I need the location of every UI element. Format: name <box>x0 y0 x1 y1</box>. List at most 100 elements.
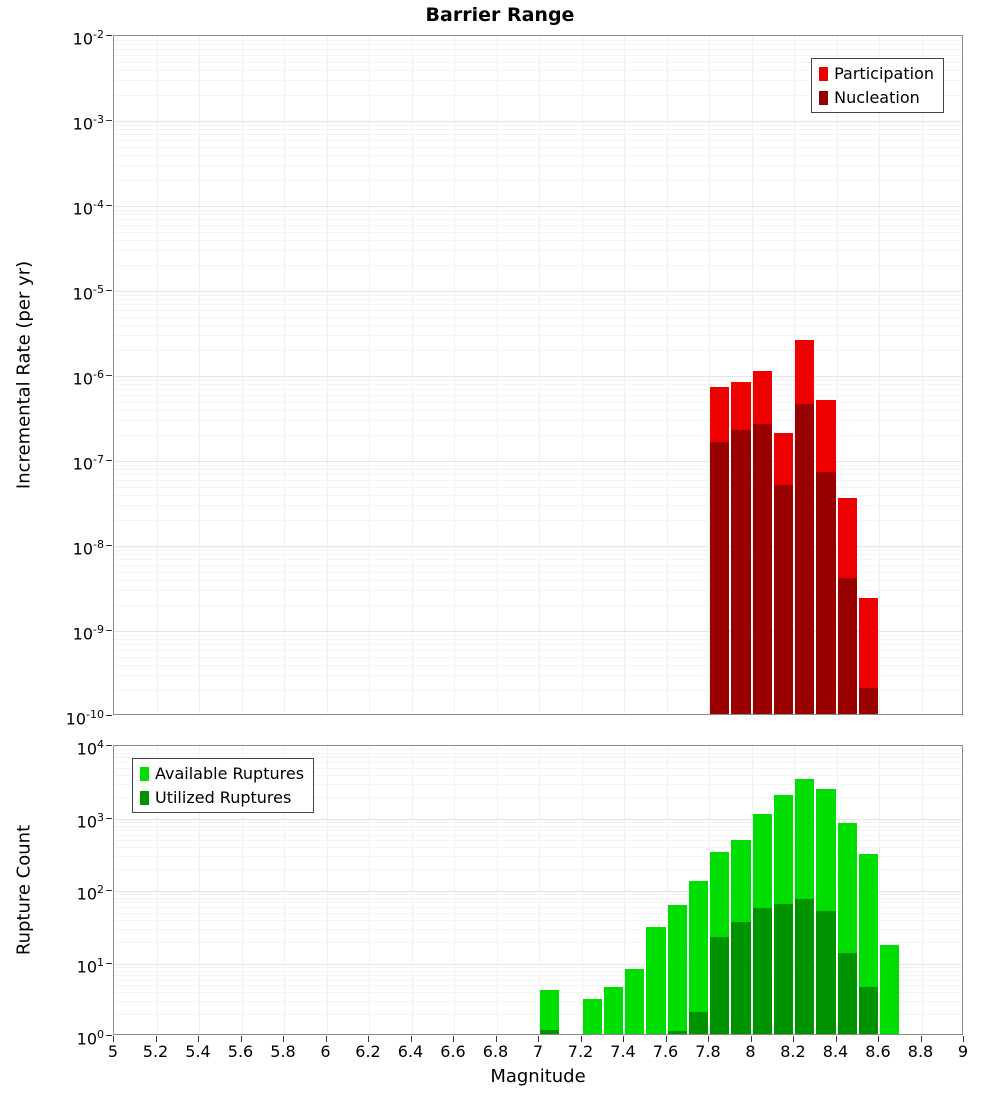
available-ruptures-bar <box>540 990 560 1034</box>
gridline-minor <box>114 80 962 82</box>
gridline-vertical <box>496 746 498 1034</box>
utilized-ruptures-swatch-icon <box>140 790 149 805</box>
utilized-ruptures-bar <box>795 899 815 1034</box>
utilized-ruptures-bar <box>667 1031 687 1034</box>
rate-y-axis-label: Incremental Rate (per yr) <box>13 260 35 490</box>
y-tick-label: 10-9 <box>72 623 104 644</box>
gridline-minor <box>114 856 962 858</box>
gridline-minor <box>114 1014 962 1016</box>
gridline-vertical <box>836 746 838 1034</box>
gridline-minor <box>114 894 962 896</box>
gridline-minor <box>114 1001 962 1003</box>
x-tick-mark <box>198 1036 199 1042</box>
x-tick-label: 6.8 <box>482 1042 509 1061</box>
gridline-minor <box>114 304 962 306</box>
gridline-minor <box>114 941 962 943</box>
gridline-minor <box>114 644 962 646</box>
y-tick-mark <box>106 375 112 376</box>
gridline-minor <box>114 324 962 326</box>
x-tick-label: 6.4 <box>397 1042 424 1061</box>
x-tick-mark <box>368 1036 369 1042</box>
gridline-minor <box>114 825 962 827</box>
available-ruptures-bar <box>582 999 602 1034</box>
gridline-vertical <box>156 36 158 714</box>
participation-swatch-icon <box>819 66 829 81</box>
gridline-minor <box>114 690 962 692</box>
rate-legend: Participation Nucleation <box>811 58 944 113</box>
gridline-vertical <box>454 746 455 1034</box>
y-tick-label: 100 <box>76 1028 104 1049</box>
x-tick-label: 6.6 <box>440 1042 466 1061</box>
nucleation-bar <box>752 423 772 714</box>
y-tick-mark <box>106 205 112 206</box>
gridline-minor <box>114 139 962 141</box>
y-tick-mark <box>106 817 112 819</box>
x-tick-mark <box>495 1036 497 1042</box>
gridline-minor <box>114 928 962 930</box>
gridline-minor <box>114 590 962 592</box>
gridline-vertical <box>369 746 370 1034</box>
x-tick-label: 8.4 <box>822 1042 849 1061</box>
gridline-vertical <box>666 746 668 1034</box>
gridline-vertical <box>411 36 413 714</box>
gridline-minor <box>114 919 962 921</box>
gridline-minor <box>114 912 962 914</box>
gridline-minor <box>114 219 962 221</box>
gridline-vertical <box>794 746 795 1034</box>
gridline-minor <box>114 656 962 658</box>
nucleation-bar <box>837 577 857 714</box>
gridline-vertical <box>369 36 370 714</box>
utilized-ruptures-bar <box>540 1029 560 1034</box>
x-tick-mark <box>325 1036 327 1042</box>
gridline-minor <box>114 350 962 352</box>
y-tick-label: 10-3 <box>72 113 104 134</box>
x-axis-label: Magnitude <box>490 1066 586 1087</box>
gridline-minor <box>114 469 962 471</box>
gridline-minor <box>114 970 962 972</box>
legend-label-utilized: Utilized Ruptures <box>155 788 292 807</box>
utilized-ruptures-bar <box>752 907 772 1034</box>
nucleation-bar <box>731 429 751 714</box>
gridline-major <box>114 818 962 820</box>
available-ruptures-bar <box>603 986 623 1034</box>
y-tick-mark <box>106 715 112 716</box>
gridline-minor <box>114 494 962 496</box>
gridline-vertical <box>709 36 710 714</box>
gridline-vertical <box>539 36 540 714</box>
gridline-vertical <box>581 36 583 714</box>
y-tick-label: 101 <box>76 955 104 976</box>
gridline-minor <box>114 214 962 216</box>
gridline-minor <box>114 54 962 56</box>
gridline-vertical <box>454 36 455 714</box>
gridline-minor <box>114 675 962 677</box>
gridline-minor <box>114 316 962 318</box>
count-legend: Available Ruptures Utilized Ruptures <box>132 758 315 813</box>
y-tick-label: 10-5 <box>72 283 104 304</box>
y-tick-mark <box>106 35 112 36</box>
gridline-minor <box>114 379 962 381</box>
y-tick-label: 10-8 <box>72 538 104 559</box>
gridline-minor <box>114 847 962 849</box>
x-tick-mark <box>155 1036 157 1042</box>
y-tick-mark <box>106 545 112 546</box>
gridline-vertical <box>326 746 328 1034</box>
gridline-minor <box>114 505 962 507</box>
y-tick-label: 10-7 <box>72 453 104 474</box>
gridline-major <box>114 376 962 377</box>
available-ruptures-bar <box>688 880 709 1034</box>
gridline-minor <box>114 907 962 909</box>
x-tick-label: 8.8 <box>907 1042 934 1061</box>
gridline-minor <box>114 146 962 148</box>
gridline-vertical <box>751 36 753 714</box>
legend-label-participation: Participation <box>834 64 934 83</box>
gridline-vertical <box>199 36 200 714</box>
x-tick-mark <box>623 1036 624 1042</box>
gridline-minor <box>114 796 962 798</box>
utilized-ruptures-bar <box>710 936 730 1034</box>
gridline-minor <box>114 394 962 396</box>
x-tick-mark <box>708 1036 709 1042</box>
y-tick-label: 10-6 <box>72 368 104 389</box>
x-tick-label: 5.4 <box>185 1042 211 1061</box>
nucleation-swatch-icon <box>819 90 829 105</box>
